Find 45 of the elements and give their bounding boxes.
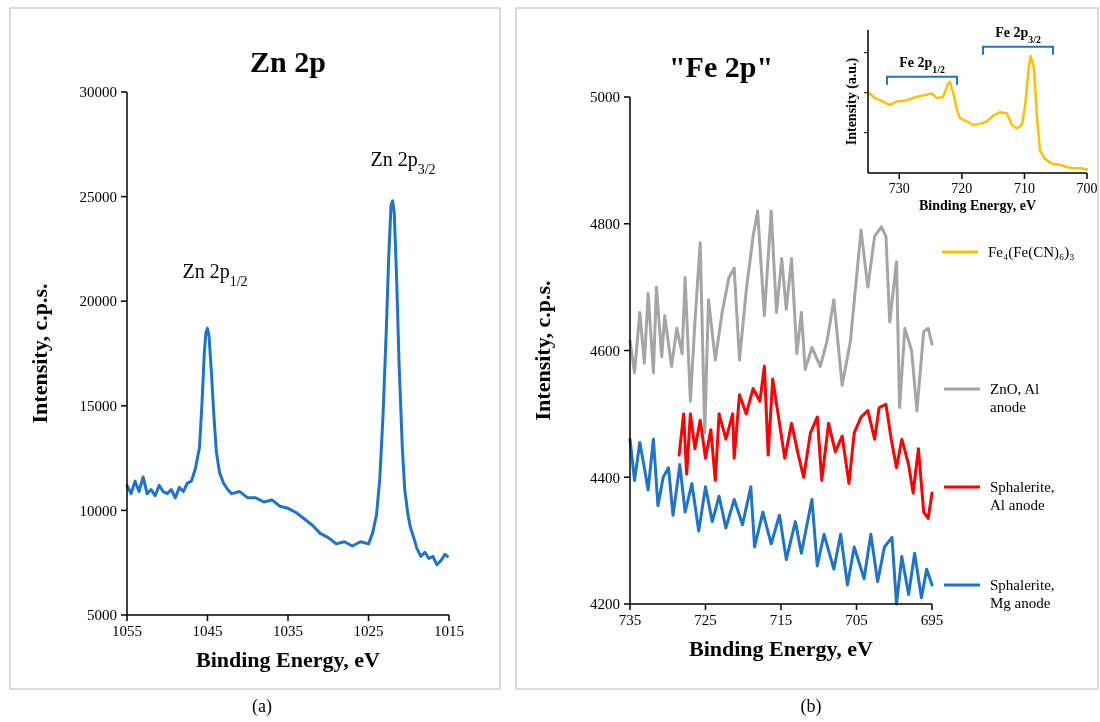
line-series [125,199,449,567]
y-axis-title: Intensity (a.u.) [844,57,860,146]
x-tick-label: 1055 [112,623,142,639]
x-axis-title: Binding Energy, eV [196,647,381,672]
chart-title: "Fe 2p" [668,50,774,83]
x-tick-label: 1015 [434,623,464,639]
y-tick-label: 4600 [590,342,620,359]
annotation: Zn 2p$_{1/2}$ [182,260,248,289]
legend-label: Sphalerite, Mg anode [990,577,1055,611]
y-tick-label: 5000 [87,607,117,624]
y-tick-label: 25000 [79,188,117,205]
x-tick-label: 735 [618,612,642,628]
annotation: Zn 2p$_{3/2}$ [370,148,436,177]
x-tick-label: 695 [920,612,944,628]
y-tick-label: 30000 [79,84,117,101]
x-tick-label: 710 [1013,181,1035,196]
chart-title: Zn 2p [250,45,326,78]
y-tick-label: 4200 [590,596,620,613]
x-tick-label: 730 [888,181,910,196]
x-axis-title: Binding Energy, eV [918,198,1037,213]
legend-label: ZnO, Al anode [990,381,1040,415]
y-axis-title: Intensity, c.p.s. [27,283,52,424]
y-tick-label: 20000 [79,293,117,310]
x-tick-label: 715 [769,612,793,628]
text: (b) [800,696,822,717]
y-tick-label: 10000 [79,502,117,519]
line-series [677,364,934,520]
x-tick-label: 1035 [273,623,303,639]
y-tick-label: 4800 [590,216,620,232]
x-tick-label: 725 [694,612,717,628]
text: Fe 2p$_{3/2}$ [995,24,1041,45]
y-tick-label: 5000 [590,89,620,106]
legend-label: Fe₄(Fe(CN)₆)₃ [988,244,1075,261]
annotation: Fe 2p$_{1/2}$ [899,54,945,75]
x-tick-label: 700 [1076,181,1098,196]
y-tick-label: 4400 [590,469,620,486]
x-axis-title: Binding Energy, eV [689,636,874,661]
legend-label: Sphalerite, Al anode [990,479,1055,513]
text: (a) [252,696,272,717]
x-tick-label: 705 [845,612,868,628]
x-tick-label: 720 [951,181,973,196]
x-tick-label: 1045 [192,623,223,639]
x-tick-label: 1025 [353,623,384,639]
y-tick-label: 15000 [79,398,117,415]
y-axis-title: Intensity, c.p.s. [530,280,555,421]
